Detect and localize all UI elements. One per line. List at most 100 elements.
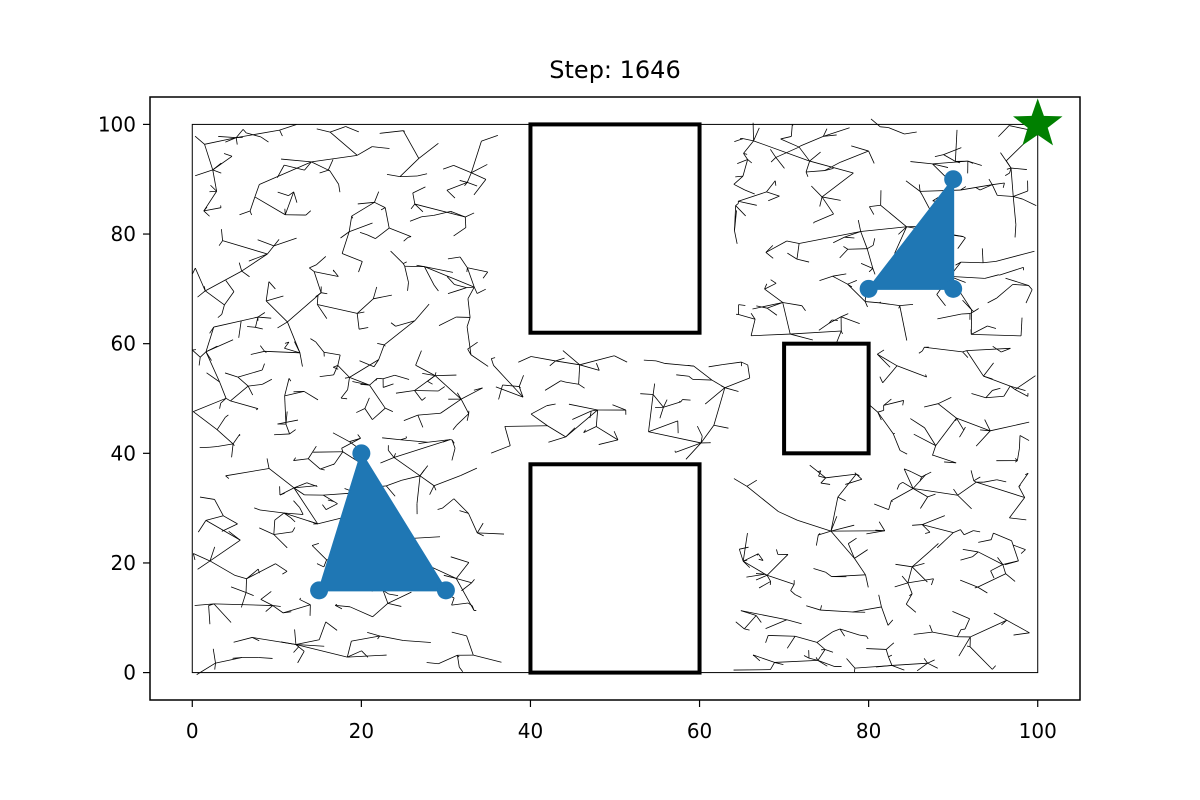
- tree-edge: [438, 386, 445, 392]
- tree-edge: [203, 210, 210, 217]
- tree-edge: [743, 152, 748, 155]
- tree-edge: [808, 657, 818, 661]
- tree-edge: [317, 292, 322, 296]
- tree-edge: [340, 397, 348, 400]
- tree-edge: [1018, 486, 1026, 498]
- tree-edge: [805, 160, 811, 173]
- tree-edge: [790, 330, 842, 335]
- tree-edge: [974, 586, 978, 589]
- tree-edge: [197, 520, 207, 533]
- tree-edge: [937, 313, 962, 320]
- tree-edge: [843, 246, 849, 250]
- tree-edge: [932, 631, 958, 638]
- tree-edge: [293, 191, 298, 203]
- tree-edge: [923, 658, 928, 664]
- tree-edge: [878, 594, 882, 608]
- tree-edge: [252, 637, 260, 642]
- tree-edge: [1010, 167, 1027, 170]
- tree-edge: [374, 191, 380, 203]
- tree-edge: [648, 420, 678, 433]
- tree-edge: [338, 184, 341, 193]
- tree-edge: [907, 578, 934, 584]
- tree-edge: [212, 162, 222, 171]
- tree-edge: [975, 187, 981, 191]
- tree-edge: [277, 191, 289, 197]
- tree-edge: [459, 510, 469, 514]
- tree-edge: [295, 639, 320, 645]
- tree-edge: [223, 153, 233, 157]
- tree-edge: [471, 605, 475, 611]
- tree-edge: [192, 553, 196, 561]
- tree-edge: [1012, 283, 1029, 286]
- tree-edge: [648, 394, 654, 432]
- tree-edge: [555, 357, 565, 362]
- tree-edge: [504, 425, 548, 427]
- tree-edge: [342, 253, 363, 262]
- tree-edge: [247, 326, 256, 328]
- tree-edge: [929, 624, 933, 633]
- tree-edge: [319, 169, 329, 174]
- tree-edge: [236, 129, 280, 139]
- tree-edge: [953, 529, 961, 533]
- vertex-marker: [944, 170, 963, 189]
- tree-edge: [248, 384, 263, 387]
- tree-edge: [875, 529, 885, 532]
- tree-edge: [221, 304, 225, 315]
- tree-edge: [366, 234, 376, 239]
- tree-edge: [738, 200, 741, 203]
- tree-edge: [438, 316, 457, 326]
- tree-edge: [1005, 277, 1029, 286]
- tree-edge: [775, 157, 785, 169]
- tree-edge: [473, 654, 502, 663]
- tree-edge: [217, 313, 223, 318]
- tree-edge: [978, 539, 992, 543]
- tree-edge: [894, 226, 907, 254]
- tree-edge: [357, 311, 365, 314]
- tree-edge: [268, 468, 295, 489]
- tree-edge: [960, 186, 967, 191]
- tree-edge: [266, 295, 284, 302]
- tree-edge: [204, 137, 237, 145]
- tree-edge: [768, 635, 796, 637]
- tree-edge: [892, 433, 901, 451]
- tree-edge: [713, 424, 729, 429]
- tree-edge: [325, 503, 338, 510]
- tree-edge: [955, 160, 961, 164]
- tree-edge: [643, 359, 657, 362]
- tree-edge: [245, 592, 254, 597]
- tree-edge: [446, 181, 468, 191]
- tree-edge: [239, 210, 251, 216]
- tree-edge: [612, 404, 626, 411]
- tree-edge: [203, 191, 217, 212]
- tree-edge: [264, 350, 300, 354]
- tree-edge: [455, 562, 470, 579]
- tree-edge: [351, 201, 375, 217]
- tree-edge: [898, 305, 901, 309]
- tree-edge: [907, 566, 913, 583]
- tree-edge: [743, 153, 748, 160]
- tree-edge: [210, 184, 217, 192]
- tree-edge: [957, 481, 977, 496]
- tree-edge: [767, 302, 783, 309]
- tree-edge: [839, 628, 845, 637]
- tree-edge: [399, 158, 420, 177]
- tree-edge: [284, 391, 305, 397]
- tree-edge: [927, 659, 935, 664]
- tree-edge: [332, 432, 350, 443]
- tree-edge: [952, 611, 970, 620]
- tree-edge: [648, 431, 702, 444]
- tree-edge: [282, 604, 311, 614]
- tree-edge: [765, 635, 769, 643]
- tree-edge: [735, 203, 739, 206]
- tree-edge: [747, 159, 753, 164]
- tree-edge: [983, 362, 994, 377]
- y-tick-label: 100: [98, 112, 136, 136]
- tree-edge: [790, 124, 793, 137]
- tree-edge: [205, 270, 242, 292]
- tree-edge: [790, 590, 796, 595]
- tree-edge: [936, 532, 954, 549]
- tree-edge: [888, 127, 905, 135]
- tree-edge: [774, 180, 777, 186]
- tree-edge: [864, 301, 868, 308]
- tree-edge: [1019, 435, 1030, 441]
